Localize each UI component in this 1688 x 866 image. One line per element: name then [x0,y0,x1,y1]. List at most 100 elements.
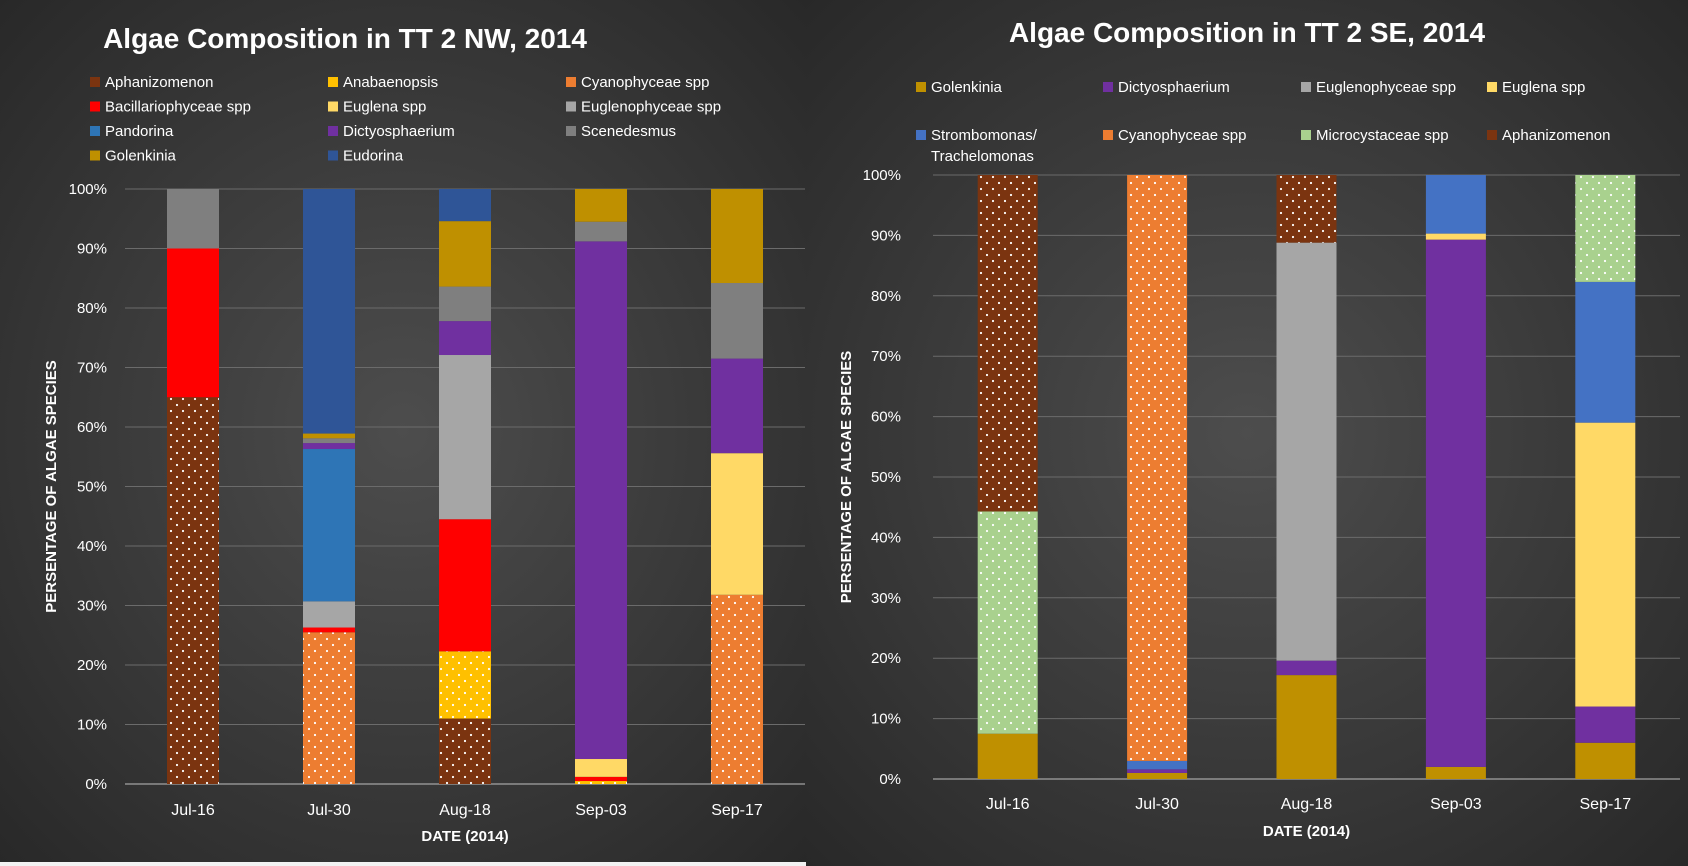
legend-swatch [1301,130,1311,140]
bar-cyanophyceae-spp-sep-17 [711,594,763,784]
x-tick-label: Jul-30 [307,802,351,819]
legend-item-cyanophyceae-spp: Cyanophyceae spp [1103,127,1246,144]
bar-strombomonas-trachelomonas-sep-17 [1575,281,1636,423]
bar-golenkinia-jul-30 [303,433,355,439]
legend-label: Dictyosphaerium [1118,79,1230,96]
bar-aphanizomenon-aug-18 [1276,175,1337,243]
y-tick-label: 80% [871,288,901,305]
legend-item-microcystaceae-spp: Microcystaceae spp [1301,127,1449,144]
x-axis-label: DATE (2014) [1263,823,1350,840]
legend-label: Euglena spp [343,99,426,116]
legend-swatch [90,77,100,87]
y-tick-label: 100% [69,181,107,198]
right-chart: Algae Composition in TT 2 SE, 2014 0% 10% 2… [838,17,1680,840]
legend-item-strombomonas-trachelomonas: Strombomonas/Trachelomonas [916,127,1038,165]
legend-item-euglenophyceae-spp: Euglenophyceae spp [566,99,721,116]
y-tick-label: 70% [77,360,107,377]
legend-label: Strombomonas/ [931,127,1038,144]
legend-swatch [328,77,338,87]
legend-item-euglena-spp: Euglena spp [328,99,426,116]
bar-golenkinia-aug-18 [439,221,491,287]
right-chart-background [806,0,1688,866]
legend-swatch [328,101,338,112]
legend-item-eudorina: Eudorina [328,148,404,165]
bar-cyanophyceae-spp-jul-30 [1127,175,1188,761]
legend: Golenkinia Dictyosphaerium Euglenophyceae … [916,79,1610,165]
y-tick-label: 20% [871,650,901,667]
x-tick-label: Jul-30 [1135,796,1179,813]
bar-aphanizomenon-aug-18 [439,718,491,784]
y-tick-label: 90% [77,241,107,258]
legend-label: Cyanophyceae spp [1118,127,1246,144]
legend-swatch [566,101,576,112]
y-tick-label: 30% [77,598,107,615]
bar-eudorina-jul-30 [303,189,355,434]
bar-golenkinia-sep-03 [1425,766,1486,779]
legend-swatch [1487,82,1497,92]
bar-dictyosphaerium-aug-18 [1276,660,1337,676]
legend-swatch [1103,130,1113,140]
legend-swatch [916,130,926,140]
y-tick-label: 70% [871,348,901,365]
y-tick-label: 60% [77,419,107,436]
bar-eudorina-aug-18 [439,189,491,222]
chart-title: Algae Composition in TT 2 SE, 2014 [1009,17,1486,48]
bar-scenedesmus-sep-03 [575,221,627,242]
legend-item-golenkinia: Golenkinia [90,148,177,165]
y-tick-label: 10% [77,717,107,734]
legend-item-scenedesmus: Scenedesmus [566,123,676,140]
bar-bacillariophyceae-spp-sep-03 [575,776,627,782]
x-tick-label: Jul-16 [171,802,215,819]
bar-pandorina-jul-30 [303,449,355,602]
bar-dictyosphaerium-sep-03 [575,241,627,760]
y-tick-label: 40% [77,538,107,555]
bar-dictyosphaerium-sep-17 [1575,706,1636,743]
bar-scenedesmus-aug-18 [439,286,491,322]
left-chart: Algae Composition in TT 2 NW, 2014 0% 10% 2… [43,23,805,845]
y-axis-label: PERSENTAGE OF ALGAE SPECIES [43,360,60,613]
bar-golenkinia-sep-17 [711,189,763,284]
bar-bacillariophyceae-spp-jul-30 [303,627,355,633]
legend-label: Scenedesmus [581,123,676,140]
y-tick-label: 100% [863,167,901,184]
legend-swatch [916,82,926,92]
legend-item-euglena-spp: Euglena spp [1487,79,1585,96]
bar-golenkinia-sep-03 [575,189,627,222]
legend-item-pandorina: Pandorina [90,123,174,140]
bar-scenedesmus-jul-30 [303,438,355,444]
x-tick-label: Aug-18 [1281,796,1333,813]
bar-golenkinia-jul-30 [1127,772,1188,779]
legend-swatch [566,77,576,87]
bar-euglena-spp-sep-17 [711,453,763,595]
legend-swatch [1301,82,1311,92]
bar-scenedesmus-jul-16 [167,189,219,249]
y-tick-label: 50% [77,479,107,496]
x-tick-label: Sep-03 [1430,796,1482,813]
legend-label: Golenkinia [931,79,1003,96]
legend-label: Aphanizomenon [105,74,213,91]
y-tick-label: 90% [871,227,901,244]
legend-swatch [1103,82,1113,92]
bar-golenkinia-sep-17 [1575,742,1636,779]
legend-swatch [90,126,100,136]
legend-label: Cyanophyceae spp [581,74,709,91]
legend-swatch [328,150,338,161]
bar-cyanophyceae-spp-jul-30 [303,632,355,784]
bar-euglena-spp-sep-03 [575,759,627,777]
y-tick-label: 60% [871,409,901,426]
bar-anabaenopsis-aug-18 [439,651,491,719]
bar-dictyosphaerium-jul-30 [1127,769,1188,773]
x-axis-label: DATE (2014) [421,828,508,845]
y-tick-label: 20% [77,657,107,674]
legend-label: Pandorina [105,123,174,140]
bar-microcystaceae-spp-jul-16 [977,511,1038,734]
bar-bacillariophyceae-spp-jul-16 [167,248,219,398]
legend-item-dictyosphaerium: Dictyosphaerium [1103,79,1230,96]
x-tick-label: Sep-17 [1580,796,1632,813]
bar-dictyosphaerium-jul-30 [303,443,355,450]
bar-bacillariophyceae-spp-aug-18 [439,519,491,652]
legend-swatch [566,126,576,136]
y-axis-label: PERSENTAGE OF ALGAE SPECIES [838,351,855,604]
bar-dictyosphaerium-aug-18 [439,321,491,356]
legend-item-aphanizomenon: Aphanizomenon [90,74,213,91]
